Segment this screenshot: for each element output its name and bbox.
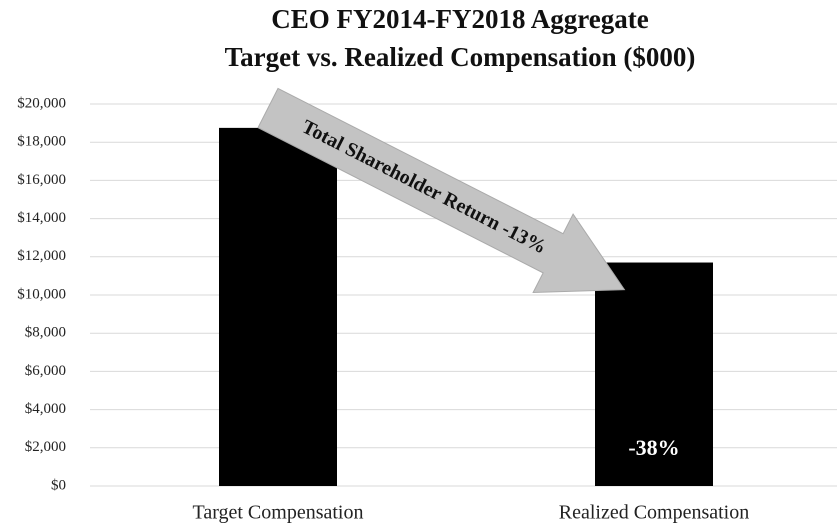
y-tick-label: $18,000 — [17, 134, 66, 150]
y-tick-label: $6,000 — [25, 363, 66, 379]
y-tick-label: $0 — [51, 477, 66, 493]
y-tick-label: $4,000 — [25, 401, 66, 417]
y-tick-label: $2,000 — [25, 439, 66, 455]
bar — [219, 127, 337, 486]
x-tick-label: Target Compensation — [193, 502, 364, 524]
y-tick-label: $10,000 — [17, 286, 66, 302]
y-tick-label: $12,000 — [17, 248, 66, 264]
y-tick-label: $16,000 — [17, 172, 66, 188]
y-tick-label: $20,000 — [17, 95, 66, 111]
chart-title: CEO FY2014-FY2018 Aggregate — [271, 4, 648, 34]
x-tick-label: Realized Compensation — [559, 502, 750, 524]
plot-area: $0 $2,000 $4,000 $6,000 $8,000 $10,000 $12,000… — [17, 95, 837, 524]
chart-title: Target vs. Realized Compensation ($000) — [225, 42, 696, 72]
y-tick-label: $14,000 — [17, 210, 66, 226]
bar — [595, 262, 713, 486]
arrow-shape — [257, 87, 626, 294]
y-tick-label: $8,000 — [25, 325, 66, 341]
bar-annotation: -38% — [628, 435, 679, 460]
